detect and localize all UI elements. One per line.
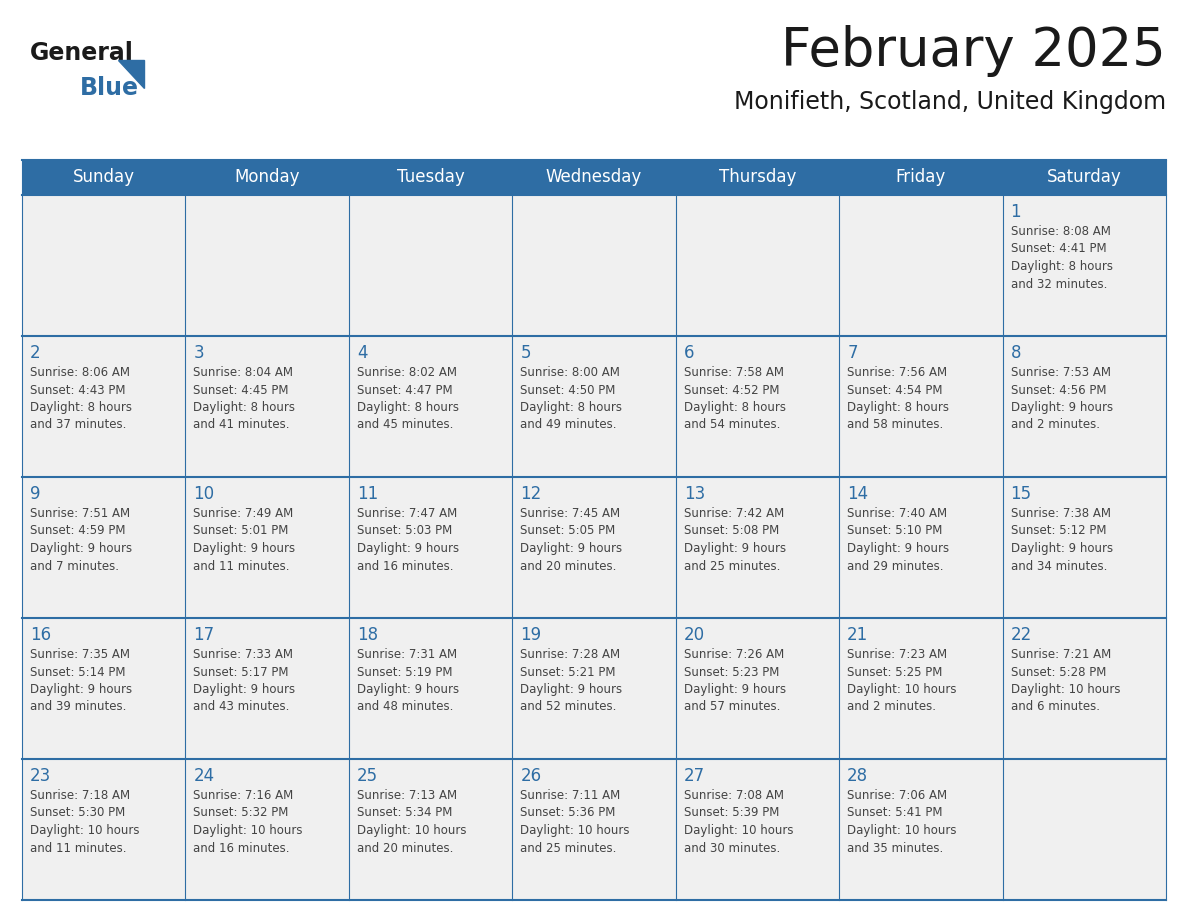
Text: 1: 1 xyxy=(1011,203,1022,221)
Text: 23: 23 xyxy=(30,767,51,785)
Text: Sunrise: 7:40 AM
Sunset: 5:10 PM
Daylight: 9 hours
and 29 minutes.: Sunrise: 7:40 AM Sunset: 5:10 PM Dayligh… xyxy=(847,507,949,573)
Text: Sunrise: 8:00 AM
Sunset: 4:50 PM
Daylight: 8 hours
and 49 minutes.: Sunrise: 8:00 AM Sunset: 4:50 PM Dayligh… xyxy=(520,366,623,431)
Text: Sunrise: 7:11 AM
Sunset: 5:36 PM
Daylight: 10 hours
and 25 minutes.: Sunrise: 7:11 AM Sunset: 5:36 PM Dayligh… xyxy=(520,789,630,855)
Text: Sunrise: 7:13 AM
Sunset: 5:34 PM
Daylight: 10 hours
and 20 minutes.: Sunrise: 7:13 AM Sunset: 5:34 PM Dayligh… xyxy=(356,789,467,855)
Text: Sunrise: 7:16 AM
Sunset: 5:32 PM
Daylight: 10 hours
and 16 minutes.: Sunrise: 7:16 AM Sunset: 5:32 PM Dayligh… xyxy=(194,789,303,855)
Text: 25: 25 xyxy=(356,767,378,785)
Text: Sunrise: 7:38 AM
Sunset: 5:12 PM
Daylight: 9 hours
and 34 minutes.: Sunrise: 7:38 AM Sunset: 5:12 PM Dayligh… xyxy=(1011,507,1113,573)
Text: 15: 15 xyxy=(1011,485,1031,503)
Text: February 2025: February 2025 xyxy=(782,25,1165,77)
Text: 26: 26 xyxy=(520,767,542,785)
Text: 17: 17 xyxy=(194,626,215,644)
Bar xyxy=(23,759,1165,900)
Text: 14: 14 xyxy=(847,485,868,503)
Text: Saturday: Saturday xyxy=(1047,169,1121,186)
Text: 12: 12 xyxy=(520,485,542,503)
Text: Sunrise: 7:58 AM
Sunset: 4:52 PM
Daylight: 8 hours
and 54 minutes.: Sunrise: 7:58 AM Sunset: 4:52 PM Dayligh… xyxy=(684,366,785,431)
Text: Sunrise: 8:08 AM
Sunset: 4:41 PM
Daylight: 8 hours
and 32 minutes.: Sunrise: 8:08 AM Sunset: 4:41 PM Dayligh… xyxy=(1011,225,1113,290)
Text: 16: 16 xyxy=(30,626,51,644)
Text: 20: 20 xyxy=(684,626,704,644)
Text: Sunday: Sunday xyxy=(72,169,134,186)
Text: Blue: Blue xyxy=(80,76,139,100)
Text: 24: 24 xyxy=(194,767,215,785)
Text: 2: 2 xyxy=(30,344,40,362)
Text: Monifieth, Scotland, United Kingdom: Monifieth, Scotland, United Kingdom xyxy=(734,90,1165,114)
Text: 19: 19 xyxy=(520,626,542,644)
Text: Sunrise: 8:02 AM
Sunset: 4:47 PM
Daylight: 8 hours
and 45 minutes.: Sunrise: 8:02 AM Sunset: 4:47 PM Dayligh… xyxy=(356,366,459,431)
Text: 27: 27 xyxy=(684,767,704,785)
Text: Sunrise: 7:53 AM
Sunset: 4:56 PM
Daylight: 9 hours
and 2 minutes.: Sunrise: 7:53 AM Sunset: 4:56 PM Dayligh… xyxy=(1011,366,1113,431)
Text: Friday: Friday xyxy=(896,169,946,186)
Text: Thursday: Thursday xyxy=(719,169,796,186)
Text: 7: 7 xyxy=(847,344,858,362)
Text: 11: 11 xyxy=(356,485,378,503)
Bar xyxy=(23,618,1165,759)
Text: Sunrise: 7:33 AM
Sunset: 5:17 PM
Daylight: 9 hours
and 43 minutes.: Sunrise: 7:33 AM Sunset: 5:17 PM Dayligh… xyxy=(194,648,296,713)
Text: 5: 5 xyxy=(520,344,531,362)
Text: Sunrise: 7:21 AM
Sunset: 5:28 PM
Daylight: 10 hours
and 6 minutes.: Sunrise: 7:21 AM Sunset: 5:28 PM Dayligh… xyxy=(1011,648,1120,713)
Text: Tuesday: Tuesday xyxy=(397,169,465,186)
Text: 4: 4 xyxy=(356,344,367,362)
Text: 21: 21 xyxy=(847,626,868,644)
Text: General: General xyxy=(30,41,134,65)
Text: Sunrise: 7:18 AM
Sunset: 5:30 PM
Daylight: 10 hours
and 11 minutes.: Sunrise: 7:18 AM Sunset: 5:30 PM Dayligh… xyxy=(30,789,139,855)
Text: Sunrise: 7:47 AM
Sunset: 5:03 PM
Daylight: 9 hours
and 16 minutes.: Sunrise: 7:47 AM Sunset: 5:03 PM Dayligh… xyxy=(356,507,459,573)
Text: Sunrise: 7:06 AM
Sunset: 5:41 PM
Daylight: 10 hours
and 35 minutes.: Sunrise: 7:06 AM Sunset: 5:41 PM Dayligh… xyxy=(847,789,956,855)
Text: 13: 13 xyxy=(684,485,704,503)
Text: 3: 3 xyxy=(194,344,204,362)
Text: 8: 8 xyxy=(1011,344,1020,362)
Bar xyxy=(23,336,1165,477)
Text: Sunrise: 7:49 AM
Sunset: 5:01 PM
Daylight: 9 hours
and 11 minutes.: Sunrise: 7:49 AM Sunset: 5:01 PM Dayligh… xyxy=(194,507,296,573)
Text: 28: 28 xyxy=(847,767,868,785)
Bar xyxy=(23,160,1165,195)
Text: 22: 22 xyxy=(1011,626,1032,644)
Text: Sunrise: 8:04 AM
Sunset: 4:45 PM
Daylight: 8 hours
and 41 minutes.: Sunrise: 8:04 AM Sunset: 4:45 PM Dayligh… xyxy=(194,366,296,431)
Text: Sunrise: 7:26 AM
Sunset: 5:23 PM
Daylight: 9 hours
and 57 minutes.: Sunrise: 7:26 AM Sunset: 5:23 PM Dayligh… xyxy=(684,648,785,713)
Bar xyxy=(23,195,1165,336)
Text: Sunrise: 7:23 AM
Sunset: 5:25 PM
Daylight: 10 hours
and 2 minutes.: Sunrise: 7:23 AM Sunset: 5:25 PM Dayligh… xyxy=(847,648,956,713)
Bar xyxy=(23,477,1165,618)
Text: Sunrise: 7:56 AM
Sunset: 4:54 PM
Daylight: 8 hours
and 58 minutes.: Sunrise: 7:56 AM Sunset: 4:54 PM Dayligh… xyxy=(847,366,949,431)
Text: Sunrise: 7:08 AM
Sunset: 5:39 PM
Daylight: 10 hours
and 30 minutes.: Sunrise: 7:08 AM Sunset: 5:39 PM Dayligh… xyxy=(684,789,794,855)
Text: Sunrise: 8:06 AM
Sunset: 4:43 PM
Daylight: 8 hours
and 37 minutes.: Sunrise: 8:06 AM Sunset: 4:43 PM Dayligh… xyxy=(30,366,132,431)
Text: Sunrise: 7:28 AM
Sunset: 5:21 PM
Daylight: 9 hours
and 52 minutes.: Sunrise: 7:28 AM Sunset: 5:21 PM Dayligh… xyxy=(520,648,623,713)
Text: Wednesday: Wednesday xyxy=(545,169,643,186)
Polygon shape xyxy=(118,60,144,88)
Text: Sunrise: 7:51 AM
Sunset: 4:59 PM
Daylight: 9 hours
and 7 minutes.: Sunrise: 7:51 AM Sunset: 4:59 PM Dayligh… xyxy=(30,507,132,573)
Text: Sunrise: 7:42 AM
Sunset: 5:08 PM
Daylight: 9 hours
and 25 minutes.: Sunrise: 7:42 AM Sunset: 5:08 PM Dayligh… xyxy=(684,507,785,573)
Text: 9: 9 xyxy=(30,485,40,503)
Text: Monday: Monday xyxy=(234,169,299,186)
Text: 6: 6 xyxy=(684,344,694,362)
Text: Sunrise: 7:35 AM
Sunset: 5:14 PM
Daylight: 9 hours
and 39 minutes.: Sunrise: 7:35 AM Sunset: 5:14 PM Dayligh… xyxy=(30,648,132,713)
Text: Sunrise: 7:31 AM
Sunset: 5:19 PM
Daylight: 9 hours
and 48 minutes.: Sunrise: 7:31 AM Sunset: 5:19 PM Dayligh… xyxy=(356,648,459,713)
Text: Sunrise: 7:45 AM
Sunset: 5:05 PM
Daylight: 9 hours
and 20 minutes.: Sunrise: 7:45 AM Sunset: 5:05 PM Dayligh… xyxy=(520,507,623,573)
Text: 10: 10 xyxy=(194,485,215,503)
Text: 18: 18 xyxy=(356,626,378,644)
